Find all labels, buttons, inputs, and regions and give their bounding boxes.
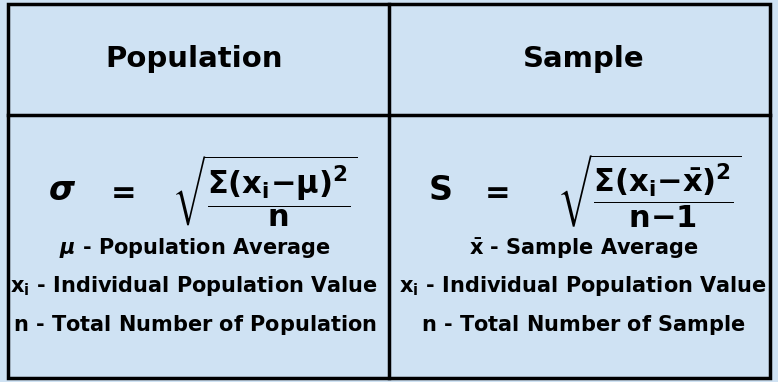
Text: $\mathbf{n}$ - Total Number of Population: $\mathbf{n}$ - Total Number of Populatio… (12, 313, 377, 337)
Text: $\sqrt{\dfrac{\boldsymbol{\Sigma}\mathbf{(x_i{-}\mu)^2}}{\mathbf{n}}}$: $\sqrt{\dfrac{\boldsymbol{\Sigma}\mathbf… (172, 153, 357, 229)
Text: $\mathbf{n}$ - Total Number of Sample: $\mathbf{n}$ - Total Number of Sample (421, 313, 746, 337)
Text: $\mathbf{=}$: $\mathbf{=}$ (479, 176, 509, 206)
Text: $\boldsymbol{\mu}$ - Population Average: $\boldsymbol{\mu}$ - Population Average (58, 236, 331, 260)
Text: Sample: Sample (523, 45, 644, 73)
Text: $\mathbf{x_i}$ - Individual Population Value: $\mathbf{x_i}$ - Individual Population V… (10, 275, 379, 298)
Text: $\mathbf{\bar{x}}$ - Sample Average: $\mathbf{\bar{x}}$ - Sample Average (469, 236, 698, 261)
Text: $\boldsymbol{\sigma}$: $\boldsymbol{\sigma}$ (48, 175, 76, 207)
Text: $\mathbf{S}$: $\mathbf{S}$ (428, 175, 451, 207)
Text: $\sqrt{\dfrac{\boldsymbol{\Sigma}\mathbf{(x_i{-}\bar{x})^2}}{\mathbf{n{-}1}}}$: $\sqrt{\dfrac{\boldsymbol{\Sigma}\mathbf… (558, 152, 741, 230)
Text: Population: Population (106, 45, 283, 73)
Text: $\mathbf{x_i}$ - Individual Population Value: $\mathbf{x_i}$ - Individual Population V… (399, 275, 768, 298)
Text: $\mathbf{=}$: $\mathbf{=}$ (106, 176, 135, 206)
